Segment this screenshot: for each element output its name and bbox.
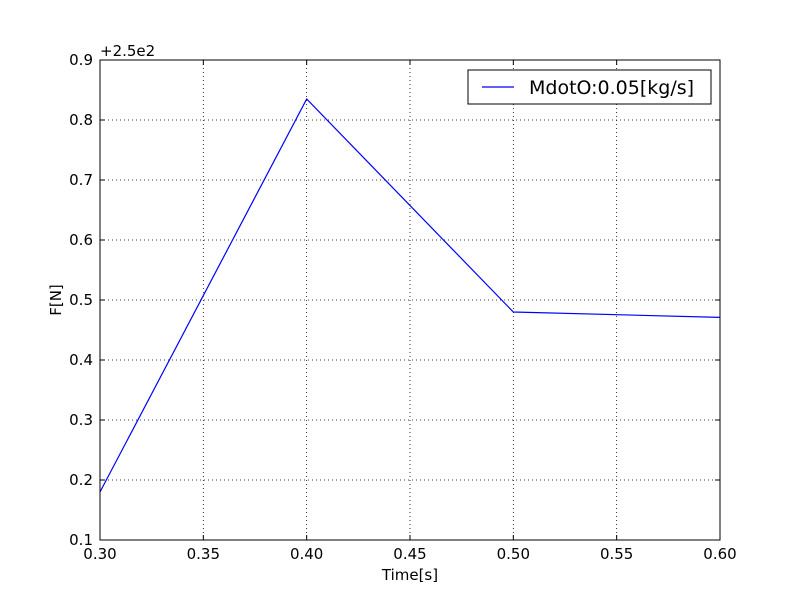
x-tick-label: 0.40 bbox=[290, 545, 323, 563]
y-offset-label: +2.5e2 bbox=[100, 42, 155, 60]
y-tick-label: 0.4 bbox=[69, 351, 93, 369]
y-tick-label: 0.9 bbox=[69, 51, 93, 69]
x-tick-label: 0.55 bbox=[600, 545, 633, 563]
legend-entry-label: MdotO:0.05[kg/s] bbox=[529, 77, 694, 99]
y-axis-title: F[N] bbox=[47, 284, 65, 316]
x-tick-label: 0.35 bbox=[187, 545, 220, 563]
grid-lines bbox=[100, 60, 720, 540]
x-axis-title: Time[s] bbox=[381, 566, 438, 584]
x-tick-labels: 0.30 0.35 0.40 0.45 0.50 0.55 0.60 bbox=[83, 545, 736, 563]
ticks bbox=[99, 59, 721, 541]
x-tick-label: 0.45 bbox=[393, 545, 426, 563]
series-line bbox=[99, 97, 721, 493]
y-tick-label: 0.2 bbox=[69, 471, 93, 489]
series-layer bbox=[99, 97, 721, 493]
y-tick-labels: 0.1 0.2 0.3 0.4 0.5 0.6 0.7 0.8 0.9 bbox=[69, 51, 93, 549]
y-tick-label: 0.6 bbox=[69, 231, 93, 249]
x-tick-label: 0.30 bbox=[83, 545, 116, 563]
x-tick-label: 0.60 bbox=[703, 545, 736, 563]
y-tick-label: 0.7 bbox=[69, 171, 93, 189]
y-tick-label: 0.8 bbox=[69, 111, 93, 129]
y-tick-label: 0.5 bbox=[69, 291, 93, 309]
y-tick-label: 0.3 bbox=[69, 411, 93, 429]
y-tick-label: 0.1 bbox=[69, 531, 93, 549]
x-tick-label: 0.50 bbox=[497, 545, 530, 563]
legend: MdotO:0.05[kg/s] bbox=[467, 69, 712, 105]
